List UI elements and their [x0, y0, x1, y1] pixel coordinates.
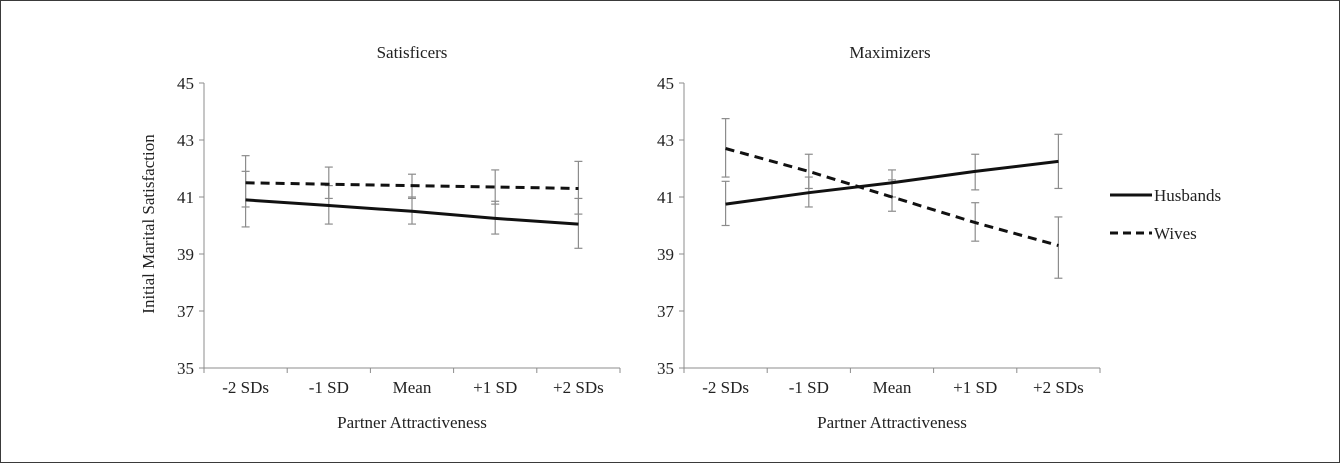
chart-title: Maximizers [849, 43, 930, 62]
plot-area: 35 37 39 41 43 45 -2 SDs -1 SD Mean +1 SD +2 SDs [657, 74, 1101, 397]
y-tick-label: 41 [177, 188, 194, 207]
y-axis-label: Initial Marital Satisfaction [139, 134, 158, 314]
x-tick-label: -1 SD [309, 378, 349, 397]
chart-satisficers: Satisficers Initial Marital Satisfaction… [139, 43, 621, 432]
series-line-husbands [725, 159, 1059, 206]
y-tick-label: 43 [657, 131, 674, 150]
x-tick-label: -2 SDs [702, 378, 749, 397]
x-tick-label: -2 SDs [222, 378, 269, 397]
series-line-husbands [245, 198, 579, 226]
x-axis-label: Partner Attractiveness [817, 413, 967, 432]
plot-area: 35 37 39 41 43 45 -2 SDs -1 SD Mean +1 SD +2 SDs [177, 74, 621, 397]
y-tick-label: 45 [177, 74, 194, 93]
chart-maximizers: Maximizers Partner Attractiveness 35 37 39… [657, 43, 1101, 432]
legend-label: Husbands [1154, 186, 1221, 205]
legend-item-wives: Wives [1110, 224, 1197, 243]
y-tick-label: 39 [657, 245, 674, 264]
series-line-wives [245, 181, 579, 190]
y-tick-label: 41 [657, 188, 674, 207]
y-tick-label: 43 [177, 131, 194, 150]
y-tick-label: 37 [177, 302, 195, 321]
x-tick-label: +1 SD [953, 378, 997, 397]
legend-item-husbands: Husbands [1110, 186, 1221, 205]
chart-title: Satisficers [377, 43, 448, 62]
x-tick-label: Mean [873, 378, 912, 397]
x-axis-label: Partner Attractiveness [337, 413, 487, 432]
y-tick-label: 45 [657, 74, 674, 93]
y-tick-label: 35 [177, 359, 194, 378]
y-tick-label: 37 [657, 302, 675, 321]
legend-label: Wives [1154, 224, 1197, 243]
legend: Husbands Wives [1110, 186, 1221, 243]
x-tick-label: +1 SD [473, 378, 517, 397]
series-line-wives [725, 147, 1059, 247]
x-tick-label: Mean [393, 378, 432, 397]
x-tick-label: -1 SD [789, 378, 829, 397]
y-tick-label: 39 [177, 245, 194, 264]
x-tick-label: +2 SDs [1033, 378, 1084, 397]
x-tick-label: +2 SDs [553, 378, 604, 397]
y-tick-label: 35 [657, 359, 674, 378]
